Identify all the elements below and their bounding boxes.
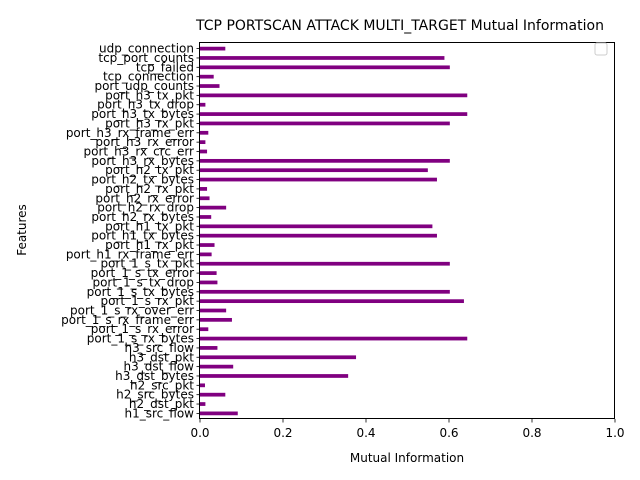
bar-port-h2-rx-error — [200, 196, 210, 201]
y-tick-label: port_h3_rx_frame_err — [66, 126, 194, 140]
y-tick-label: port_h3_rx_crc_err — [84, 144, 195, 158]
bar-port-h1-rx-pkt — [200, 243, 215, 247]
y-tick-label: port_h3_tx_pkt — [105, 88, 194, 102]
y-tick-label: h3_dst_pkt — [129, 350, 194, 364]
bar-port-1-s-rx-bytes — [200, 336, 468, 341]
bar-port-1-s-tx-error — [200, 271, 217, 275]
bar-h2-src-pkt — [200, 383, 205, 388]
bar-port-h3-tx-pkt — [200, 93, 468, 98]
bar-port-h2-rx-bytes — [200, 215, 212, 219]
y-tick-label: port_h1_rx_pkt — [105, 238, 194, 252]
y-tick-label: port_h2_tx_pkt — [105, 163, 194, 177]
bar-port-h1-tx-pkt — [200, 224, 433, 229]
y-tick-label: port_h1_rx_frame_err — [66, 247, 194, 261]
bar-port-1-s-rx-error — [200, 327, 209, 332]
bar-port-1-s-rx-over-err — [200, 308, 227, 313]
x-tick-label: 0.8 — [522, 426, 541, 440]
y-tick-label: port_udp_counts — [94, 79, 194, 93]
bar-h3-dst-pkt — [200, 355, 357, 360]
y-tick-label: h2_src_bytes — [116, 388, 194, 402]
x-tick-label: 0.6 — [439, 426, 458, 440]
y-tick-label: port_1_s_rx_pkt — [101, 294, 195, 308]
y-tick-label: port_1_s_tx_bytes — [87, 285, 194, 299]
bar-port-h1-tx-bytes — [200, 233, 437, 238]
y-tick-label: port_h1_tx_pkt — [105, 219, 194, 233]
x-tick-label: 0.2 — [273, 426, 292, 440]
bar-port-h2-rx-pkt — [200, 187, 208, 191]
y-tick-label: port_h2_rx_error — [95, 191, 194, 205]
y-tick-label: port_1_s_tx_pkt — [100, 257, 194, 271]
x-axis-label: Mutual Information — [350, 451, 464, 465]
bar-port-h1-rx-frame-err — [200, 252, 212, 257]
y-tick-label: h3_src_flow — [125, 341, 195, 355]
y-tick-label: udp_connection — [99, 42, 194, 56]
y-tick-label: tcp_failed — [136, 60, 194, 74]
x-tick-label: 0.0 — [190, 426, 209, 440]
bar-port-h3-tx-drop — [200, 102, 206, 107]
bar-port-udp-counts — [200, 84, 220, 88]
bar-port-1-s-tx-bytes — [200, 289, 450, 294]
y-tick-layer: h1_src_flowh2_dst_pkth2_src_bytesh2_src_… — [61, 42, 200, 420]
bar-tcp-port-counts — [200, 56, 445, 60]
y-tick-label: port_1_s_rx_frame_err — [61, 313, 194, 327]
x-tick-layer: 0.0 0.2 0.4 0.6 0.8 1.0 — [190, 419, 625, 440]
bar-port-1-s-tx-drop — [200, 280, 218, 285]
y-tick-label: h2_src_pkt — [130, 378, 194, 392]
y-tick-label: port_h1_tx_bytes — [91, 229, 194, 243]
y-tick-label: tcp_port_counts — [98, 51, 194, 65]
bar-port-h3-tx-bytes — [200, 112, 468, 116]
y-tick-label: port_h3_tx_drop — [97, 98, 194, 112]
bar-h3-src-flow — [200, 346, 218, 350]
y-tick-label: port_h3_rx_error — [95, 135, 194, 149]
y-tick-label: port_1_s_tx_error — [91, 266, 194, 280]
y-tick-label: port_1_s_tx_drop — [92, 275, 194, 289]
y-axis-label: Features — [15, 204, 29, 256]
bar-tcp-connection — [200, 74, 214, 79]
bar-h3-dst-bytes — [200, 374, 349, 378]
y-tick-label: port_1_s_rx_over_err — [70, 304, 194, 318]
y-tick-label: port_h2_rx_bytes — [91, 210, 194, 224]
bar-h2-dst-pkt — [200, 402, 206, 406]
x-tick-label: 1.0 — [605, 426, 624, 440]
bar-port-h3-rx-bytes — [200, 158, 450, 163]
bar-port-h2-rx-drop — [200, 205, 227, 210]
y-tick-label: h1_src_flow — [125, 406, 195, 420]
bars-layer — [200, 46, 468, 416]
y-tick-label: h3_dst_bytes — [115, 369, 194, 383]
y-tick-label: port_h2_tx_bytes — [91, 173, 194, 187]
y-tick-label: h2_dst_pkt — [129, 397, 194, 411]
bar-h2-src-bytes — [200, 392, 226, 397]
bar-port-h3-rx-frame-err — [200, 130, 209, 135]
y-tick-label: port_1_s_rx_bytes — [87, 332, 194, 346]
y-tick-label: port_h3_tx_bytes — [91, 107, 194, 121]
bar-h3-dst-flow — [200, 364, 234, 369]
bar-tcp-failed — [200, 65, 450, 70]
bar-port-1-s-tx-pkt — [200, 261, 450, 266]
bar-port-h3-rx-error — [200, 140, 206, 145]
bar-port-h2-tx-bytes — [200, 177, 437, 182]
y-tick-label: h3_dst_flow — [123, 360, 194, 374]
x-tick-label: 0.4 — [356, 426, 375, 440]
bar-port-1-s-rx-pkt — [200, 299, 464, 304]
legend-box — [594, 42, 608, 56]
y-tick-label: port_h3_rx_bytes — [91, 154, 194, 168]
y-tick-label: port_h2_rx_pkt — [105, 182, 194, 196]
y-tick-label: port_h2_rx_drop — [97, 201, 194, 215]
bar-port-h3-rx-pkt — [200, 121, 450, 126]
bar-udp-connection — [200, 46, 226, 51]
y-tick-label: port_1_s_rx_error — [91, 322, 194, 336]
bar-port-h3-rx-crc-err — [200, 149, 208, 154]
y-tick-label: port_h3_rx_pkt — [105, 116, 194, 130]
chart-title: TCP PORTSCAN ATTACK MULTI_TARGET Mutual … — [195, 18, 604, 34]
bar-port-1-s-rx-frame-err — [200, 317, 232, 322]
y-tick-label: tcp_connection — [103, 70, 194, 84]
bar-h1-src-flow — [200, 411, 238, 416]
bar-port-h2-tx-pkt — [200, 168, 428, 173]
plot-frame — [199, 42, 615, 419]
